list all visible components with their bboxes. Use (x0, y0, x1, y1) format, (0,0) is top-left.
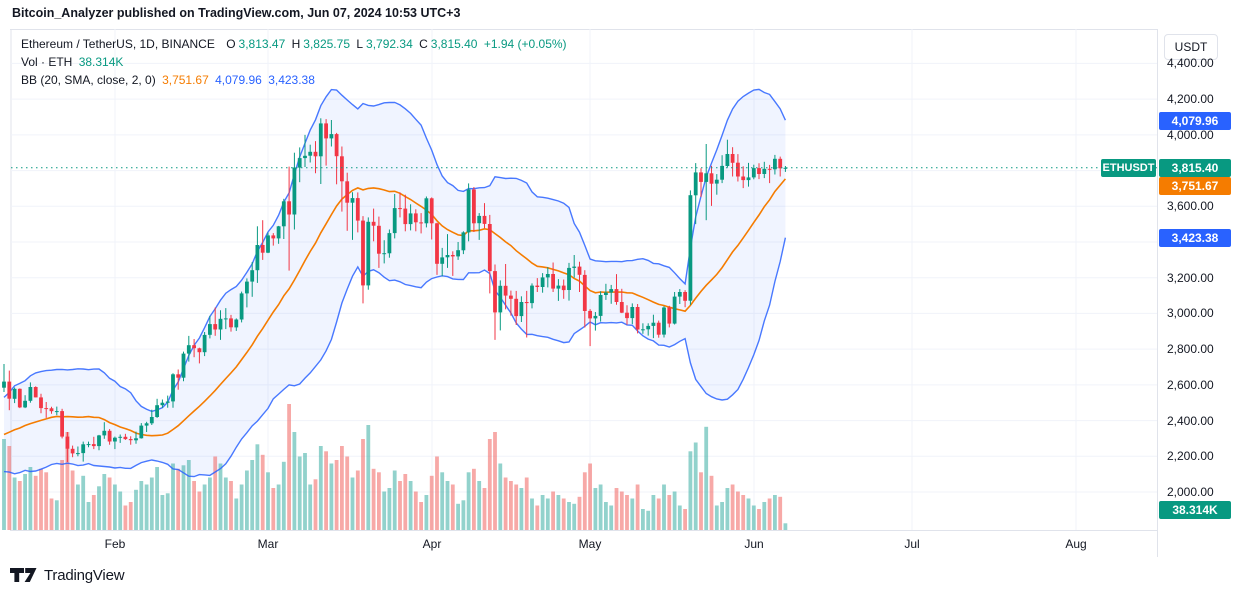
volume-label: Vol · ETH (21, 55, 73, 69)
legend-volume-row[interactable]: Vol · ETH 38.314K (21, 54, 570, 71)
high-value: 3,825.75 (303, 37, 350, 51)
currency-toggle-button[interactable]: USDT (1164, 34, 1218, 60)
candlestick-series (2, 118, 788, 462)
time-axis-label-mar: Mar (257, 537, 279, 551)
legend-symbol-row[interactable]: Ethereum / TetherUS, 1D, BINANCE O 3,813.… (21, 36, 570, 53)
bb-basis-value: 3,751.67 (162, 73, 209, 87)
time-axis-label-feb: Feb (104, 537, 126, 551)
price-tick-label: 2,400.00 (1167, 413, 1214, 428)
card-top-border (10, 29, 1233, 30)
price-tick-label: 3,000.00 (1167, 306, 1214, 321)
bb-lower-badge: 3,423.38 (1159, 228, 1231, 247)
bb-upper-value: 4,079.96 (215, 73, 262, 87)
volume-badge: 38.314K (1159, 501, 1231, 520)
high-label: H (291, 37, 301, 51)
symbol-title[interactable]: Ethereum / TetherUS, 1D, BINANCE (21, 37, 215, 51)
bollinger-fill (4, 89, 786, 477)
price-tick-label: 4,400.00 (1167, 56, 1214, 71)
open-value: 3,813.47 (238, 37, 286, 51)
volume-value: 38.314K (78, 55, 124, 69)
bb-lower-value: 3,423.38 (268, 73, 315, 87)
legend-bb-row[interactable]: BB (20, SMA, close, 2, 0) 3,751.67 4,079… (21, 72, 570, 89)
close-label: C (419, 37, 428, 51)
price-axis[interactable]: USDT 4,400.00 4,200.00 4,000.00 3,600.00 3,2… (1157, 29, 1233, 557)
time-axis-label-jul: Jul (904, 537, 920, 551)
time-axis[interactable]: Feb Mar Apr May Jun Jul Aug (10, 530, 1157, 557)
price-tick-label: 3,200.00 (1167, 270, 1214, 285)
bb-basis-badge: 3,751.67 (1159, 176, 1231, 195)
time-axis-label-apr: Apr (422, 537, 442, 551)
published-watermark: Bitcoin_Analyzer published on TradingVie… (12, 6, 461, 20)
bollinger-upper-line (3, 88, 787, 413)
bollinger-lower-line (3, 237, 787, 478)
close-value: 3,815.40 (430, 37, 478, 51)
bb-upper-badge: 4,079.96 (1159, 111, 1231, 130)
price-tick-label: 2,200.00 (1167, 449, 1214, 464)
price-tick-label: 2,600.00 (1167, 377, 1214, 392)
tradingview-logo[interactable]: TradingView (10, 567, 125, 584)
price-tick-label: 3,600.00 (1167, 199, 1214, 214)
low-label: L (356, 37, 364, 51)
time-axis-label-jun: Jun (744, 537, 764, 551)
time-axis-label-may: May (578, 537, 602, 551)
price-tick-label: 4,000.00 (1167, 127, 1214, 142)
price-tick-label: 2,800.00 (1167, 342, 1214, 357)
tradingview-logo-text: TradingView (44, 567, 125, 584)
symbol-price-label-badge: ETHUSDT (1101, 158, 1156, 177)
last-price-badge: 3,815.40 (1159, 158, 1231, 177)
volume-series (2, 404, 788, 530)
bb-label: BB (20, SMA, close, 2, 0) (21, 73, 156, 87)
change-value: +1.94 (+0.05%) (483, 37, 567, 51)
open-label: O (226, 37, 236, 51)
low-value: 3,792.34 (366, 37, 413, 51)
price-tick-label: 4,200.00 (1167, 92, 1214, 107)
legend: Ethereum / TetherUS, 1D, BINANCE O 3,813.… (21, 36, 570, 90)
price-tick-label: 2,000.00 (1167, 485, 1214, 499)
bollinger-basis-line (3, 178, 787, 437)
tradingview-logo-icon (10, 568, 37, 582)
candlestick-chart-pane[interactable] (0, 29, 1157, 530)
time-axis-label-aug: Aug (1065, 537, 1087, 551)
